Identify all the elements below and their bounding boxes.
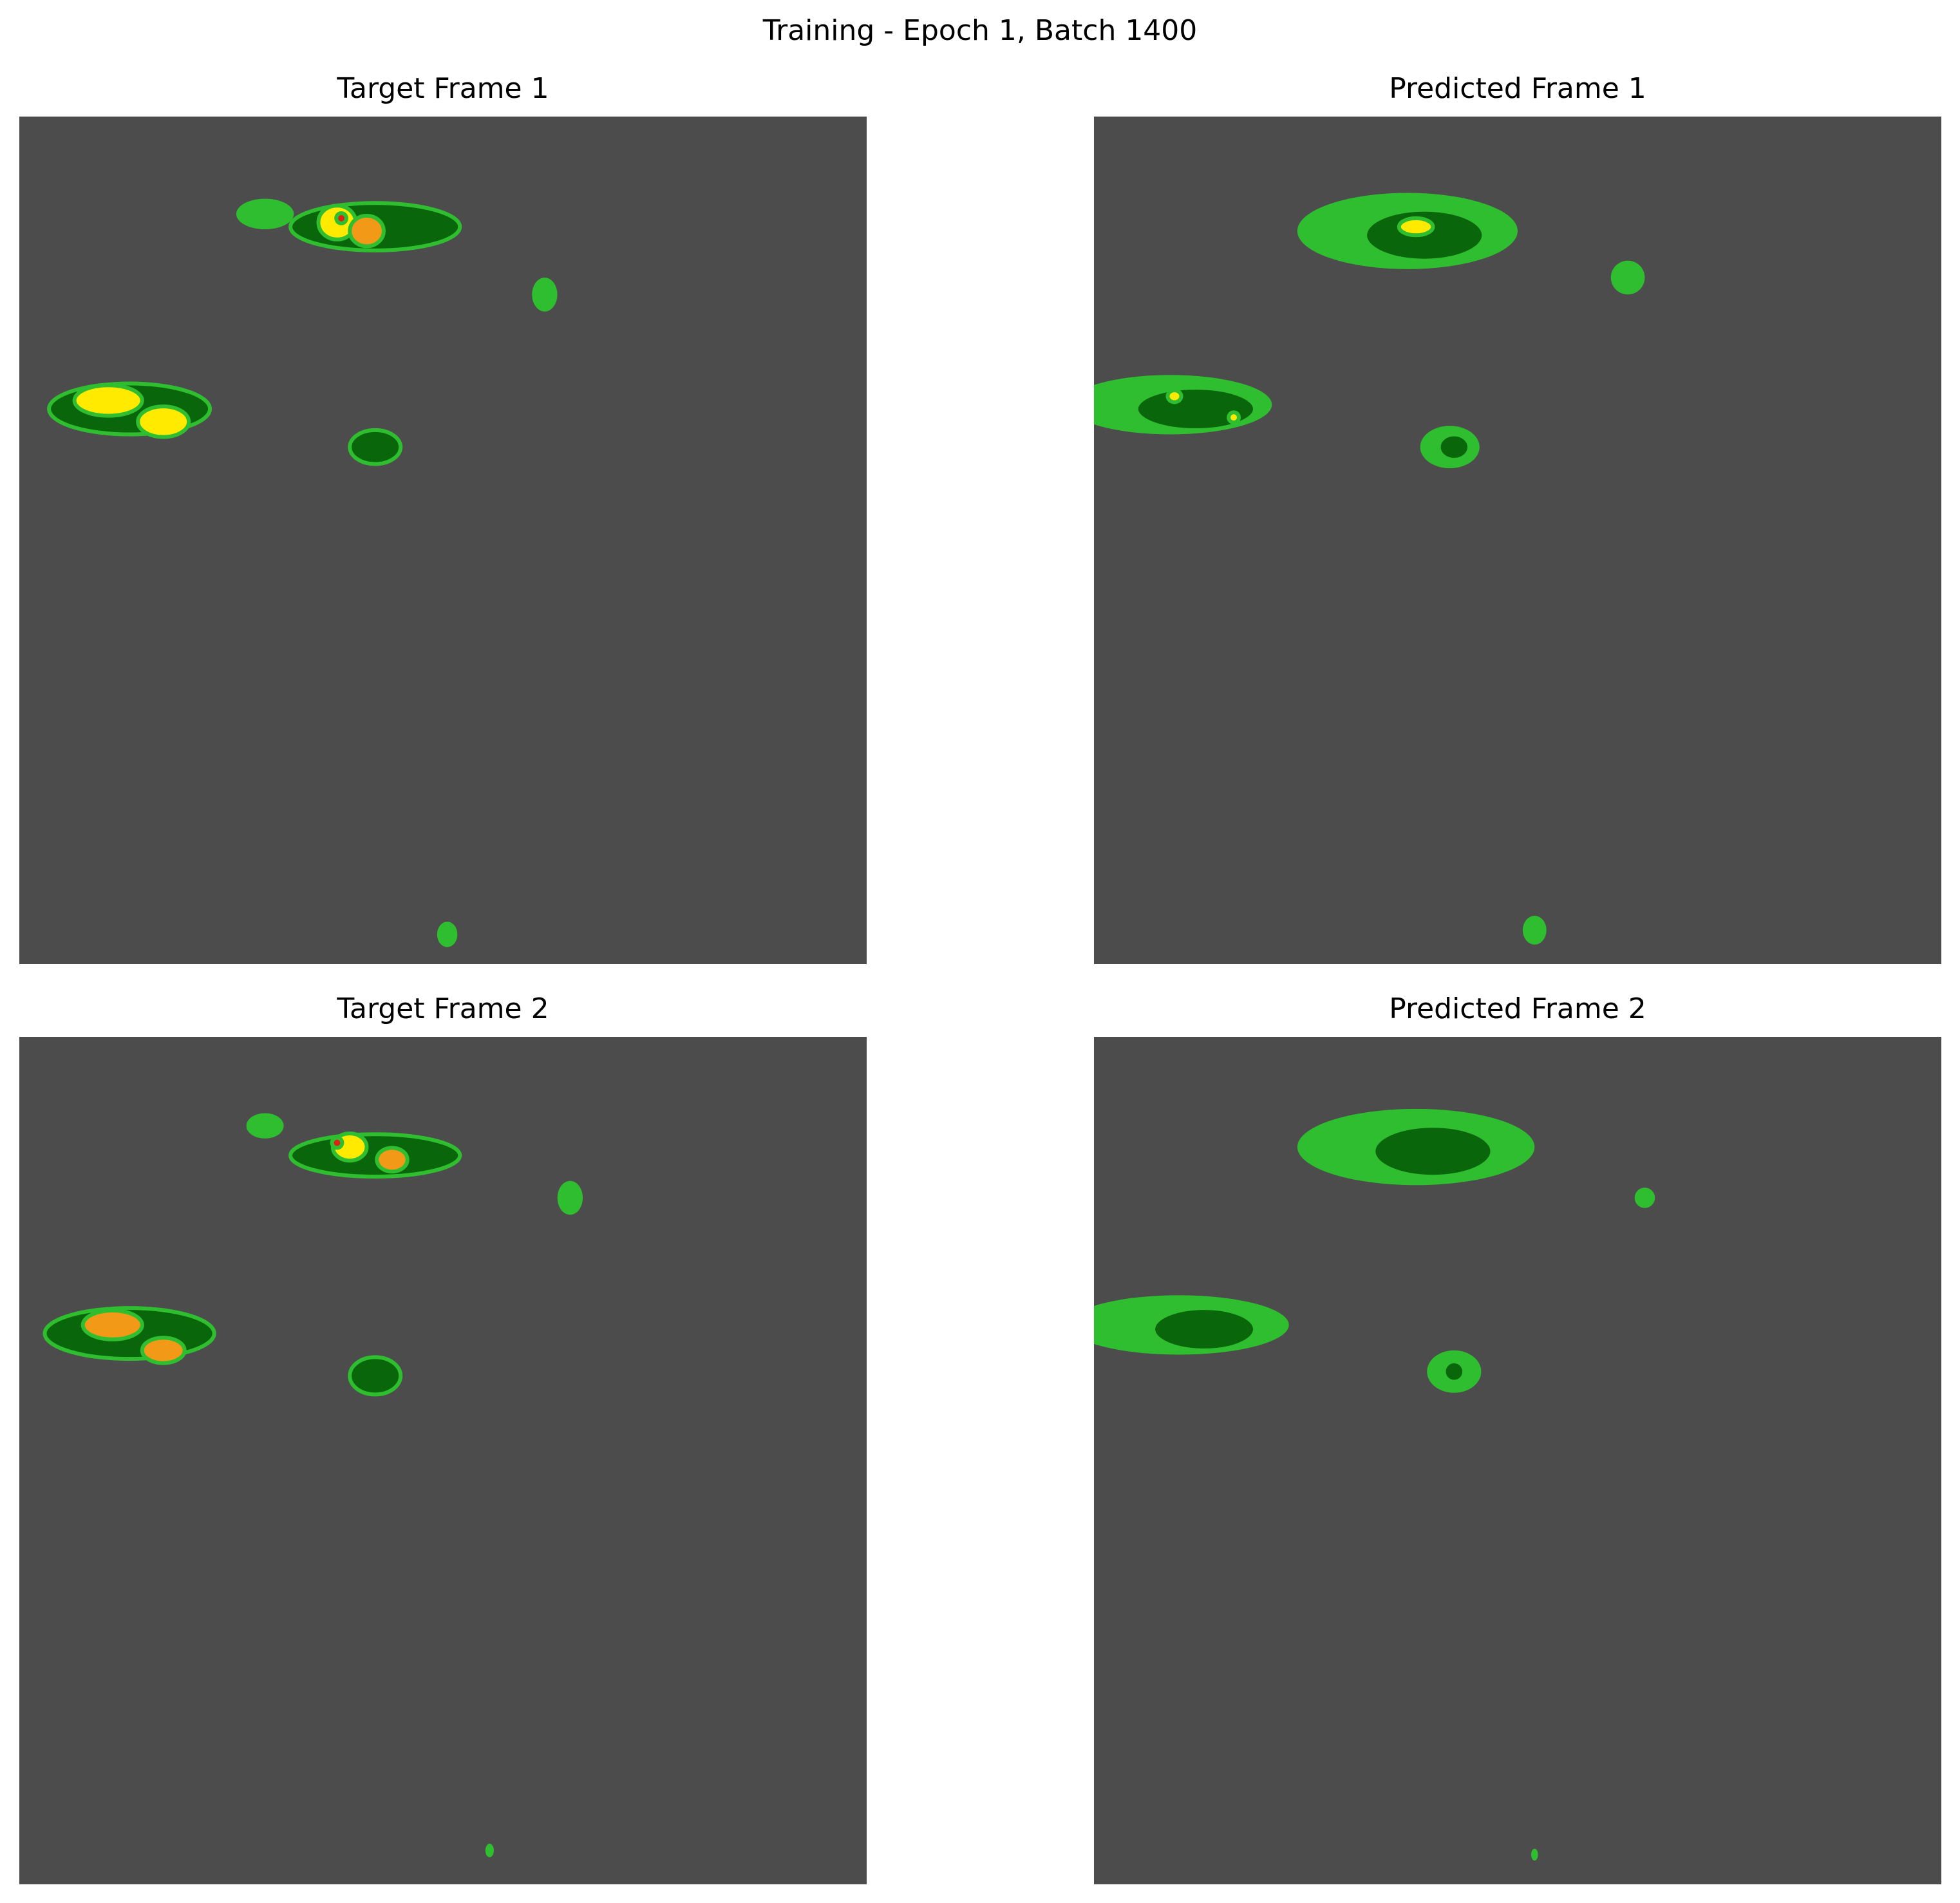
heatmap-cell-6 [1227,410,1241,425]
heatmap-cell-8 [348,1355,403,1397]
heatmap-cell-7 [1531,1848,1538,1861]
heatmap-cell-9 [557,1180,583,1215]
predicted-frame-2-heatmap [1094,1037,1941,1884]
heatmap-cell-3 [1151,1306,1258,1352]
figure-title: Training - Epoch 1, Batch 1400 [762,14,1198,47]
target-frame-1-heatmap [19,117,867,964]
panel-title-target-frame-2: Target Frame 2 [337,992,549,1025]
heatmap-cell-10 [1522,916,1547,945]
target-frame-2-heatmap [19,1037,867,1884]
heatmap-cell-4 [330,1135,344,1150]
panel-title-predicted-frame-2: Predicted Frame 2 [1389,992,1646,1025]
heatmap-cell-3 [375,1146,410,1174]
heatmap-cell-5 [1442,1359,1467,1384]
heatmap-cell-7 [140,1336,187,1365]
heatmap-cell-0 [246,1113,284,1139]
heatmap-cell-6 [80,1309,144,1341]
heatmap-cell-2 [1397,216,1435,238]
panel-title-target-frame-1: Target Frame 1 [337,72,549,105]
heatmap-background [1094,117,1941,964]
heatmap-cell-5 [1165,388,1183,404]
heatmap-cell-9 [532,278,558,312]
heatmap-cell-6 [1634,1188,1655,1208]
heatmap-cell-4 [1134,386,1257,432]
heatmap-cell-10 [485,1843,495,1857]
heatmap-cell-1 [288,1132,462,1179]
heatmap-cell-10 [437,922,458,947]
predicted-frame-1-heatmap [1094,117,1941,964]
heatmap-cell-4 [334,211,349,225]
heatmap-cell-6 [72,383,144,418]
heatmap-cell-1 [1371,1124,1494,1179]
heatmap-cell-9 [1610,260,1645,295]
heatmap-cell-8 [348,428,403,466]
heatmap-cell-7 [136,404,191,439]
heatmap-cell-3 [348,214,386,249]
heatmap-background [19,1037,867,1884]
heatmap-background [1094,1037,1941,1884]
heatmap-cell-8 [1437,432,1471,462]
heatmap-cell-0 [236,198,294,229]
heatmap-background [19,117,867,964]
panel-title-predicted-frame-1: Predicted Frame 1 [1389,72,1646,105]
